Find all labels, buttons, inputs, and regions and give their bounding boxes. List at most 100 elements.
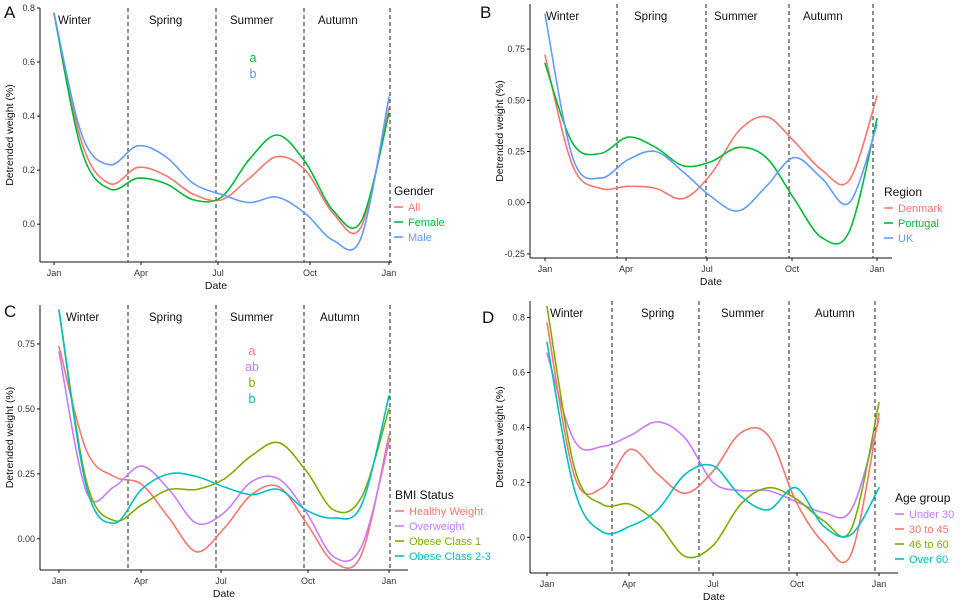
x-tick-label: Apr — [134, 268, 148, 278]
legend: BMI Status Healthy Weight Overweight Obese … — [395, 488, 491, 563]
season-label: Summer — [721, 308, 765, 320]
legend-entry: Under 30 — [909, 509, 954, 521]
x-tick-label: Apr — [622, 579, 636, 589]
significance-letter: a — [249, 344, 256, 358]
y-tick-label: -0.25 — [504, 249, 525, 259]
series-line-under-30 — [546, 352, 880, 519]
x-axis-title: Date — [700, 276, 722, 288]
y-axis-title: Detrended weight (%) — [4, 84, 16, 186]
legend: Region Denmark Portugal UK — [884, 185, 943, 245]
season-label: Winter — [550, 308, 583, 320]
season-label: Summer — [230, 312, 274, 324]
season-label: Spring — [641, 308, 674, 320]
series-line-obese-class-2-3 — [58, 309, 390, 525]
x-tick-label: Jan — [47, 268, 62, 278]
x-tick-label: Jan — [870, 264, 885, 274]
x-tick-label: Jan — [382, 576, 397, 586]
y-tick-label: 0.8 — [22, 3, 35, 13]
season-label: Winter — [546, 11, 579, 23]
legend: Age group Under 30 30 to 45 46 to 60 Over 60 — [895, 491, 954, 566]
y-tick-label: 0.00 — [507, 198, 525, 208]
season-label: Spring — [149, 312, 182, 324]
legend-entry: Obese Class 1 — [409, 536, 481, 548]
season-label: Autumn — [320, 312, 360, 324]
legend-entry: Denmark — [898, 203, 943, 215]
legend-entry: 30 to 45 — [909, 524, 949, 536]
panel-b: B -0.25 0.00 0.25 0.50 0.75 Jan Apr Jul Oct Jan Dat… — [480, 3, 943, 288]
season-label: Autumn — [815, 308, 855, 320]
season-label: Autumn — [803, 11, 843, 23]
y-tick-label: 0.25 — [507, 146, 525, 156]
legend-title: Region — [884, 185, 922, 199]
y-tick-label: 0.8 — [512, 312, 525, 322]
x-tick-label: Jul — [701, 264, 713, 274]
panel-label: B — [480, 3, 491, 22]
panel-label: C — [4, 302, 16, 321]
y-tick-label: 0.6 — [22, 57, 35, 67]
panel-a: A 0.0 0.2 0.4 0.6 0.8 Jan Apr Jul Oct Jan Date Detre… — [4, 3, 445, 292]
y-tick-label: 0.0 — [512, 532, 525, 542]
series-line-female — [53, 12, 390, 229]
y-tick-label: 0.2 — [512, 477, 525, 487]
x-tick-label: Jul — [707, 579, 719, 589]
series-line-over-60 — [546, 341, 880, 538]
significance-letter: b — [249, 376, 256, 390]
y-axis-title: Detrended weight (%) — [494, 386, 506, 488]
panel-label: A — [4, 3, 16, 22]
y-tick-label: 0.25 — [17, 469, 35, 479]
legend-title: Gender — [394, 184, 434, 198]
x-tick-label: Jan — [52, 576, 67, 586]
y-tick-label: 0.0 — [22, 219, 35, 229]
season-label: Autumn — [318, 15, 358, 27]
legend-entry: Healthy Weight — [409, 506, 483, 518]
series-line-30-to-45 — [546, 322, 880, 564]
legend-entry: Female — [408, 217, 445, 229]
x-tick-label: Jan — [872, 579, 887, 589]
legend-entry: Portugal — [898, 218, 939, 230]
series-line-portugal — [544, 62, 878, 245]
legend: Gender All Female Male — [394, 184, 445, 244]
x-tick-label: Apr — [134, 576, 148, 586]
legend-entry: All — [408, 202, 420, 214]
significance-letter: ab — [245, 360, 259, 374]
x-tick-label: Apr — [619, 264, 633, 274]
legend-entry: Over 60 — [909, 554, 948, 566]
x-axis-title: Date — [703, 591, 725, 603]
y-tick-label: 0.50 — [507, 95, 525, 105]
panel-label: D — [482, 308, 494, 327]
panel-c: C 0.00 0.25 0.50 0.75 Jan Apr Jul Oct Jan Date Detr… — [4, 302, 491, 600]
series-line-healthy-weight — [58, 345, 390, 569]
series-line-male — [53, 12, 390, 251]
y-tick-label: 0.6 — [512, 367, 525, 377]
significance-letter: a — [250, 51, 257, 65]
legend-entry: 46 to 60 — [909, 539, 949, 551]
legend-title: Age group — [895, 491, 951, 505]
series-line-denmark — [544, 54, 878, 200]
y-tick-label: 0.4 — [22, 111, 35, 121]
y-axis-title: Detrended weight (%) — [4, 387, 16, 489]
significance-letter: b — [250, 67, 257, 81]
y-axis-title: Detrended weight (%) — [494, 80, 506, 182]
x-tick-label: Jan — [540, 579, 555, 589]
y-tick-label: 0.75 — [507, 44, 525, 54]
y-tick-label: 0.75 — [17, 339, 35, 349]
legend-entry: Obese Class 2-3 — [409, 551, 491, 563]
legend-entry: Male — [408, 232, 432, 244]
x-tick-label: Oct — [301, 576, 316, 586]
x-tick-label: Oct — [303, 268, 318, 278]
x-axis-title: Date — [205, 280, 227, 292]
significance-letter: b — [249, 392, 256, 406]
season-label: Winter — [58, 15, 91, 27]
y-tick-label: 0.50 — [17, 404, 35, 414]
x-tick-label: Jan — [538, 264, 553, 274]
season-label: Winter — [66, 312, 99, 324]
x-tick-label: Jul — [212, 268, 224, 278]
x-tick-label: Jan — [382, 268, 397, 278]
season-label: Spring — [149, 15, 182, 27]
series-line-obese-class-1 — [58, 309, 390, 523]
y-tick-label: 0.4 — [512, 422, 525, 432]
series-line-uk — [544, 13, 878, 212]
season-label: Summer — [230, 15, 274, 27]
series-line-all — [53, 12, 390, 235]
legend-title: BMI Status — [395, 488, 454, 502]
